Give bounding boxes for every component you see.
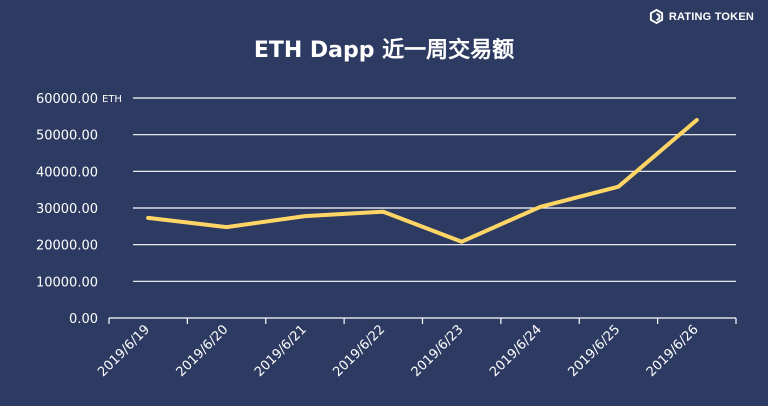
rating-token-logo-icon (649, 9, 663, 24)
series-line (146, 118, 699, 244)
y-tick-label: 40000.00 (36, 165, 98, 180)
y-tick-labels: 0.00 10000.00 20000.00 30000.00 40000.00 5000… (36, 92, 98, 327)
x-tick-label: 2019/6/25 (566, 322, 624, 380)
brand-logo: RATING TOKEN (649, 9, 754, 24)
y-tick-label: 50000.00 (36, 129, 98, 144)
y-tick-label: 30000.00 (36, 202, 98, 217)
axes (108, 317, 737, 324)
y-tick-label: 20000.00 (36, 239, 98, 254)
x-tick-label: 2019/6/19 (95, 322, 153, 380)
series (146, 118, 699, 244)
x-tick-label: 2019/6/21 (252, 322, 310, 380)
x-tick-label: 2019/6/26 (644, 322, 702, 380)
x-tick-label: 2019/6/20 (174, 322, 232, 380)
x-tick-label: 2019/6/24 (487, 322, 545, 380)
x-tick-labels: 2019/6/19 2019/6/20 2019/6/21 2019/6/22 2019… (95, 322, 701, 380)
gridlines (133, 97, 736, 282)
brand-name: RATING TOKEN (668, 10, 754, 23)
x-tick-label: 2019/6/23 (409, 322, 467, 380)
y-tick-label: 10000.00 (36, 275, 98, 290)
y-tick-label: 0.00 (69, 312, 98, 327)
y-tick-label: 60000.00 (36, 92, 98, 107)
chart-title: ETH Dapp 近一周交易额 (253, 38, 515, 63)
x-tick-label: 2019/6/22 (330, 322, 388, 380)
y-axis-unit-label: ETH (102, 94, 122, 105)
